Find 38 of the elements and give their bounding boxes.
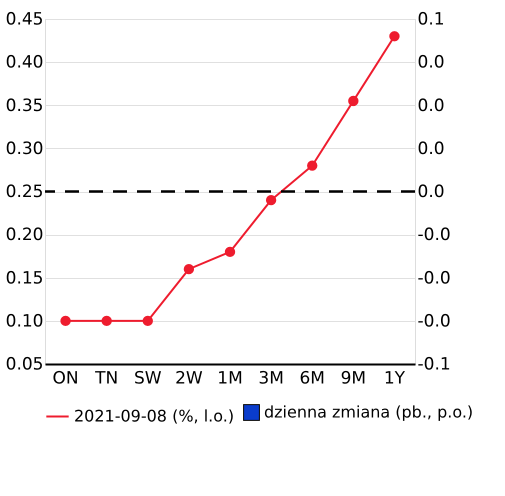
y2-tick-label: 0.0 <box>418 52 445 73</box>
y2-tick-label: 0.0 <box>418 138 445 159</box>
y2-tick-label: -0.0 <box>418 225 451 246</box>
y-tick-label: 0.40 <box>6 52 44 73</box>
y-tick-label: 0.20 <box>6 225 44 246</box>
y2-tick-label: 0.1 <box>418 10 445 30</box>
x-tick-label: 1M <box>217 368 243 388</box>
x-tick-label: SW <box>134 368 162 388</box>
x-tick-label: 1Y <box>384 368 406 388</box>
y-tick-label: 0.35 <box>6 96 44 116</box>
point <box>101 316 112 326</box>
x-tick-label: ON <box>52 368 79 388</box>
point <box>184 264 194 274</box>
y-tick-label: 0.05 <box>6 354 44 374</box>
y-tick-label: 0.15 <box>6 268 44 288</box>
x-tick-label: 3M <box>258 368 284 388</box>
y2-tick-label: -0.1 <box>418 354 451 374</box>
y-tick-label: 0.10 <box>6 311 44 332</box>
point <box>266 194 276 206</box>
point <box>142 316 153 326</box>
point <box>389 31 400 42</box>
point <box>348 96 359 106</box>
point <box>307 160 318 171</box>
x-tick-label: 2W <box>175 368 203 388</box>
y2-tick-label: 0.0 <box>418 182 445 202</box>
y-tick-label: 0.30 <box>6 138 44 159</box>
x-tick-label: TN <box>94 368 118 388</box>
x-tick-label: 6M <box>299 368 325 388</box>
y-tick-label: 0.45 <box>6 10 44 30</box>
legend-label: dzienna zmiana (pb., p.o.) <box>264 402 474 422</box>
y2-tick-label: -0.0 <box>418 268 451 288</box>
point <box>60 316 71 326</box>
legend-label: 2021-09-08 (%, l.o.) <box>74 406 234 426</box>
x-tick-label: 9M <box>340 368 366 388</box>
point <box>224 246 236 258</box>
y-tick-label: 0.25 <box>6 182 44 202</box>
y2-tick-label: -0.0 <box>418 311 451 332</box>
y2-tick-label: 0.0 <box>418 96 445 116</box>
